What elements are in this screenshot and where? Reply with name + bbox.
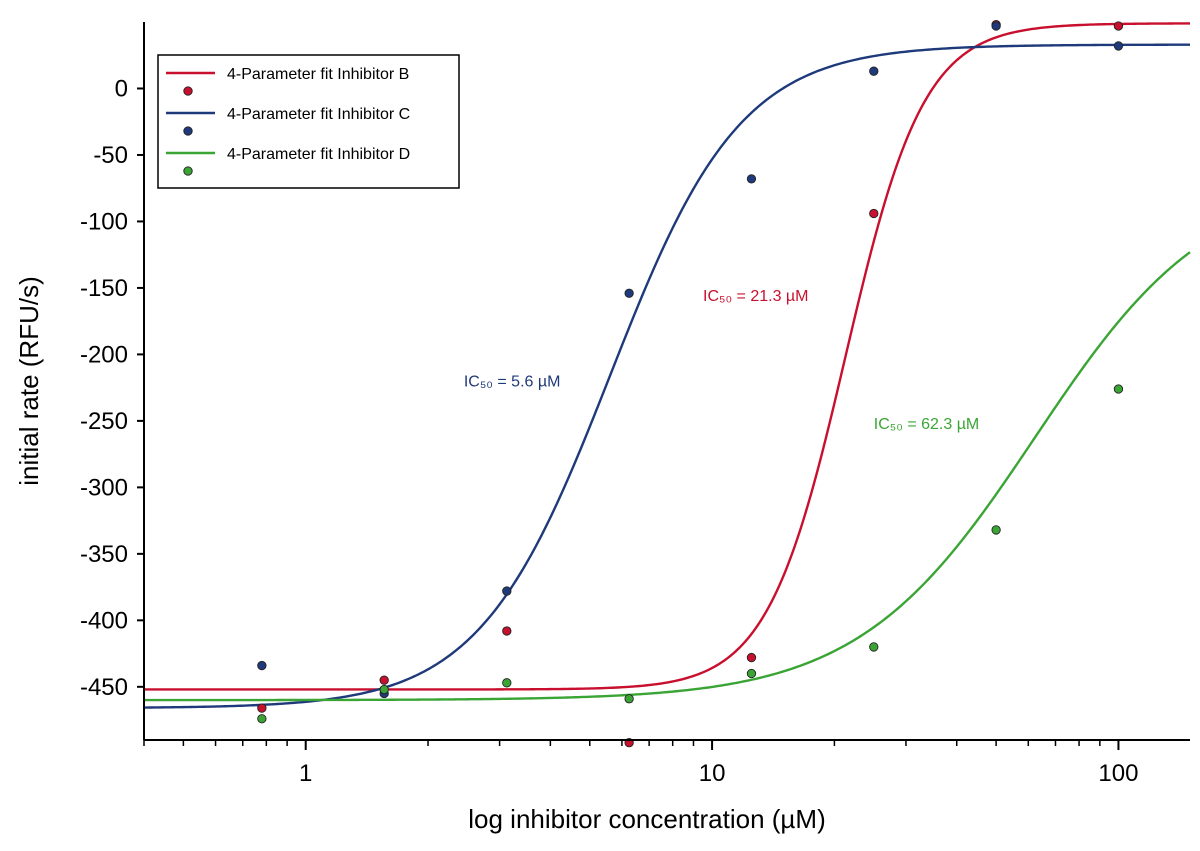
axes: 0 -50 -100 -150 -200 -250 -300 -350 -400 -450 1 10… xyxy=(14,22,1190,834)
fit-curve-inhibitor-b xyxy=(144,22,1191,691)
legend: 4-Parameter fit Inhibitor B 4-Parameter f… xyxy=(157,54,460,189)
x-tick-label: 1 xyxy=(299,760,312,787)
data-point-inhibitor-b xyxy=(746,652,757,663)
legend-label-inhibitor-d: 4-Parameter fit Inhibitor D xyxy=(227,146,410,163)
y-tick-label: -400 xyxy=(80,607,128,634)
y-axis-ticks: 0 -50 -100 -150 -200 -250 -300 -350 -400 -450 xyxy=(80,75,144,701)
y-tick-label: -450 xyxy=(80,674,128,701)
data-point-inhibitor-b xyxy=(257,703,267,713)
data-point-inhibitor-c xyxy=(257,660,267,671)
ic50-label-inhibitor-b: IC₅₀ = 21.3 µM xyxy=(703,288,808,305)
y-tick-label: -50 xyxy=(93,142,128,169)
legend-marker-inhibitor-d xyxy=(183,166,193,176)
data-point-inhibitor-d xyxy=(991,525,1001,535)
y-tick-label: -350 xyxy=(80,541,128,568)
data-point-inhibitor-c xyxy=(1113,41,1124,51)
x-tick-label: 100 xyxy=(1098,760,1138,787)
data-point-inhibitor-c xyxy=(624,288,634,298)
y-tick-label: -300 xyxy=(80,474,128,501)
data-point-inhibitor-d xyxy=(624,694,634,704)
legend-label-inhibitor-b: 4-Parameter fit Inhibitor B xyxy=(227,66,409,83)
x-axis-title: log inhibitor concentration (µM) xyxy=(468,804,825,834)
data-point-inhibitor-c xyxy=(869,66,879,76)
y-tick-label: -200 xyxy=(80,341,128,368)
data-point-inhibitor-b xyxy=(869,208,879,219)
y-tick-label: 0 xyxy=(115,75,128,102)
legend-box xyxy=(157,54,460,189)
data-point-inhibitor-c xyxy=(991,21,1001,31)
ic50-label-inhibitor-d: IC₅₀ = 62.3 µM xyxy=(874,416,979,433)
data-point-inhibitor-c xyxy=(502,586,512,596)
data-point-inhibitor-d xyxy=(379,684,389,695)
y-axis-title: initial rate (RFU/s) xyxy=(14,276,44,485)
data-point-inhibitor-d xyxy=(1113,384,1124,394)
y-tick-label: -150 xyxy=(80,275,128,302)
fit-curve-inhibitor-d xyxy=(144,251,1191,702)
data-point-inhibitor-d xyxy=(502,678,512,688)
y-tick-label: -250 xyxy=(80,408,128,435)
legend-label-inhibitor-c: 4-Parameter fit Inhibitor C xyxy=(227,106,410,123)
data-point-inhibitor-b xyxy=(1113,21,1124,31)
data-point-inhibitor-b xyxy=(502,626,512,636)
y-tick-label: -100 xyxy=(80,208,128,235)
legend-entries: 4-Parameter fit Inhibitor B 4-Parameter f… xyxy=(166,66,410,176)
x-axis-ticks: 1 10 100 xyxy=(143,740,1138,787)
data-point-inhibitor-d xyxy=(746,668,757,679)
ic50-label-inhibitor-c: IC₅₀ = 5.6 µM xyxy=(464,373,561,390)
x-tick-label: 10 xyxy=(699,760,726,787)
data-point-inhibitor-d xyxy=(257,714,267,724)
legend-marker-inhibitor-c xyxy=(183,126,193,136)
data-point-inhibitor-c xyxy=(746,174,757,184)
data-point-inhibitor-b xyxy=(379,675,389,685)
legend-marker-inhibitor-b xyxy=(183,86,193,96)
data-point-inhibitor-d xyxy=(869,642,879,652)
